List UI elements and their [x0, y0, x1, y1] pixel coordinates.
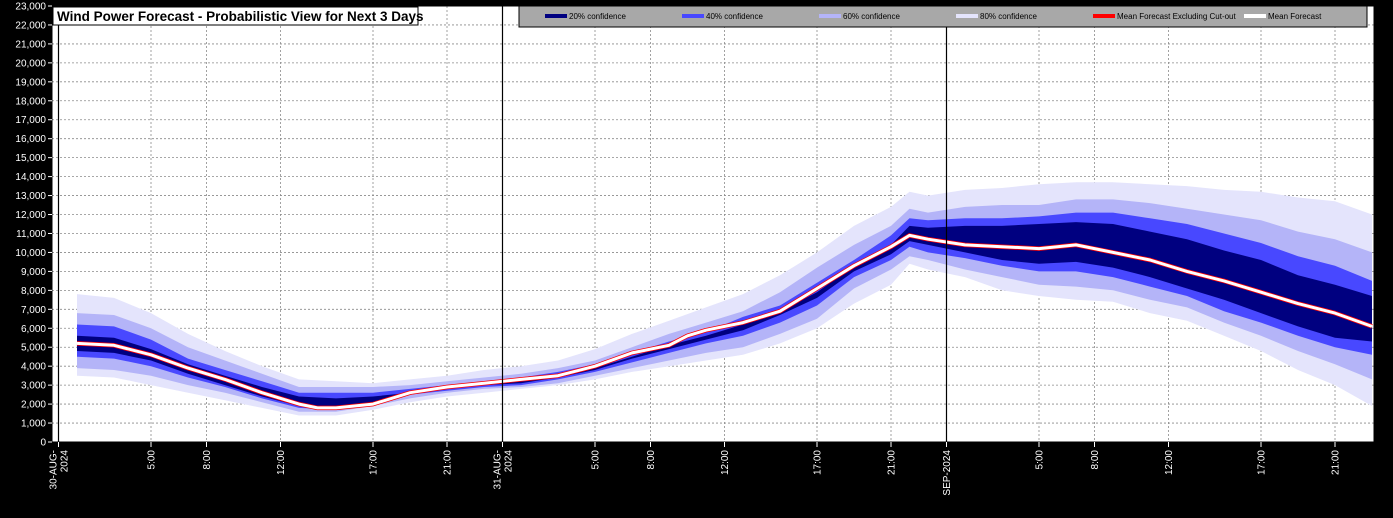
y-tick-label-0: 0 — [40, 438, 46, 449]
x-tick-label-3: 12:00 — [276, 450, 287, 475]
x-tick-label-group-4: 17:00 — [369, 450, 380, 475]
y-tick-label-23: 23,000 — [15, 2, 46, 13]
x-tick-label-group-9: 12:00 — [720, 450, 731, 475]
y-tick-label-5: 5,000 — [21, 343, 46, 354]
x-tick-label-8: 8:00 — [646, 450, 657, 470]
x-tick-label-7: 5:00 — [591, 450, 602, 470]
x-tick-label-12: SEP-2024 — [942, 450, 953, 496]
x-tick-label-group-1: 5:00 — [147, 450, 158, 470]
x-tick-label-group-14: 8:00 — [1090, 450, 1101, 470]
y-tick-label-17: 17,000 — [15, 115, 46, 126]
x-tick-label-1: 5:00 — [147, 450, 158, 470]
legend: 20% confidence 40% confidence 60% confiden… — [518, 5, 1368, 28]
legend-label-3: 80% confidence — [980, 12, 1037, 21]
y-tick-label-3: 3,000 — [21, 381, 46, 392]
x-tick-label-15: 12:00 — [1164, 450, 1175, 475]
legend-label-5: Mean Forecast — [1268, 12, 1322, 21]
legend-label-2: 60% confidence — [843, 12, 900, 21]
y-tick-label-12: 12,000 — [15, 210, 46, 221]
y-tick-label-2: 2,000 — [21, 400, 46, 411]
y-tick-label-16: 16,000 — [15, 134, 46, 145]
mean-forecast-lines — [76, 233, 1373, 411]
title-box: Wind Power Forecast - Probabilistic View… — [52, 6, 423, 26]
y-tick-label-14: 14,000 — [15, 172, 46, 183]
x-tick-label-group-16: 17:00 — [1257, 450, 1268, 475]
y-tick-label-6: 6,000 — [21, 324, 46, 335]
x-tick-label-16: 17:00 — [1257, 450, 1268, 475]
x-tick-label-9: 12:00 — [720, 450, 731, 475]
legend-label-1: 40% confidence — [706, 12, 763, 21]
chart-title: Wind Power Forecast - Probabilistic View… — [57, 9, 423, 24]
x-tick-label-13: 5:00 — [1035, 450, 1046, 470]
x-axis: 30-AUG- 2024 5:00 8:00 12:00 17:00 21:00 31-AUG… — [49, 442, 1342, 496]
x-tick-label-2: 8:00 — [202, 450, 213, 470]
y-tick-label-9: 9,000 — [21, 267, 46, 278]
x-tick-label-0-line2: 2024 — [60, 450, 71, 473]
y-tick-label-7: 7,000 — [21, 305, 46, 316]
x-tick-label-10: 17:00 — [813, 450, 824, 475]
y-tick-label-18: 18,000 — [15, 96, 46, 107]
legend-label-0: 20% confidence — [569, 12, 626, 21]
y-tick-label-20: 20,000 — [15, 58, 46, 69]
x-tick-label-14: 8:00 — [1090, 450, 1101, 470]
x-tick-label-group-15: 12:00 — [1164, 450, 1175, 475]
x-tick-label-group-13: 5:00 — [1035, 450, 1046, 470]
x-tick-label-group-3: 12:00 — [276, 450, 287, 475]
y-tick-label-10: 10,000 — [15, 248, 46, 259]
legend-items: 20% confidence 40% confidence 60% confiden… — [545, 12, 1322, 21]
x-tick-label-group-7: 5:00 — [591, 450, 602, 470]
x-tick-label-6-line1: 31-AUG- — [493, 450, 504, 489]
x-tick-label-5: 21:00 — [443, 450, 454, 475]
x-tick-label-4: 17:00 — [369, 450, 380, 475]
y-tick-label-8: 8,000 — [21, 286, 46, 297]
y-tick-label-22: 22,000 — [15, 20, 46, 31]
mean-forecast-line — [76, 233, 1373, 410]
x-tick-label-group-12: SEP-2024 — [942, 450, 953, 496]
y-tick-label-11: 11,000 — [16, 229, 46, 240]
day-separators — [57, 6, 948, 442]
x-tick-label-group-2: 8:00 — [202, 450, 213, 470]
x-tick-label-group-10: 17:00 — [813, 450, 824, 475]
legend-box — [518, 5, 1368, 28]
x-tick-label-group-0: 30-AUG- 2024 — [49, 450, 71, 490]
x-tick-label-17: 21:00 — [1331, 450, 1342, 475]
y-axis: 0 1,000 2,000 3,000 4,000 5,000 6,000 7,000 8,00… — [15, 2, 52, 449]
y-tick-label-21: 21,000 — [15, 39, 46, 50]
legend-label-4: Mean Forecast Excluding Cut-out — [1117, 12, 1237, 21]
x-tick-label-6-line2: 2024 — [504, 450, 515, 473]
y-tick-label-19: 19,000 — [15, 77, 46, 88]
x-tick-label-group-8: 8:00 — [646, 450, 657, 470]
y-tick-label-4: 4,000 — [21, 362, 46, 373]
x-tick-label-group-17: 21:00 — [1331, 450, 1342, 475]
x-tick-label-group-6: 31-AUG- 2024 — [493, 450, 515, 490]
x-tick-label-0-line1: 30-AUG- — [49, 450, 60, 489]
confidence-bands — [77, 182, 1372, 416]
y-tick-label-15: 15,000 — [15, 153, 46, 164]
y-tick-label-1: 1,000 — [21, 419, 46, 430]
x-tick-label-group-5: 21:00 — [443, 450, 454, 475]
x-tick-label-group-11: 21:00 — [887, 450, 898, 475]
y-tick-label-13: 13,000 — [15, 191, 46, 202]
x-tick-label-11: 21:00 — [887, 450, 898, 475]
